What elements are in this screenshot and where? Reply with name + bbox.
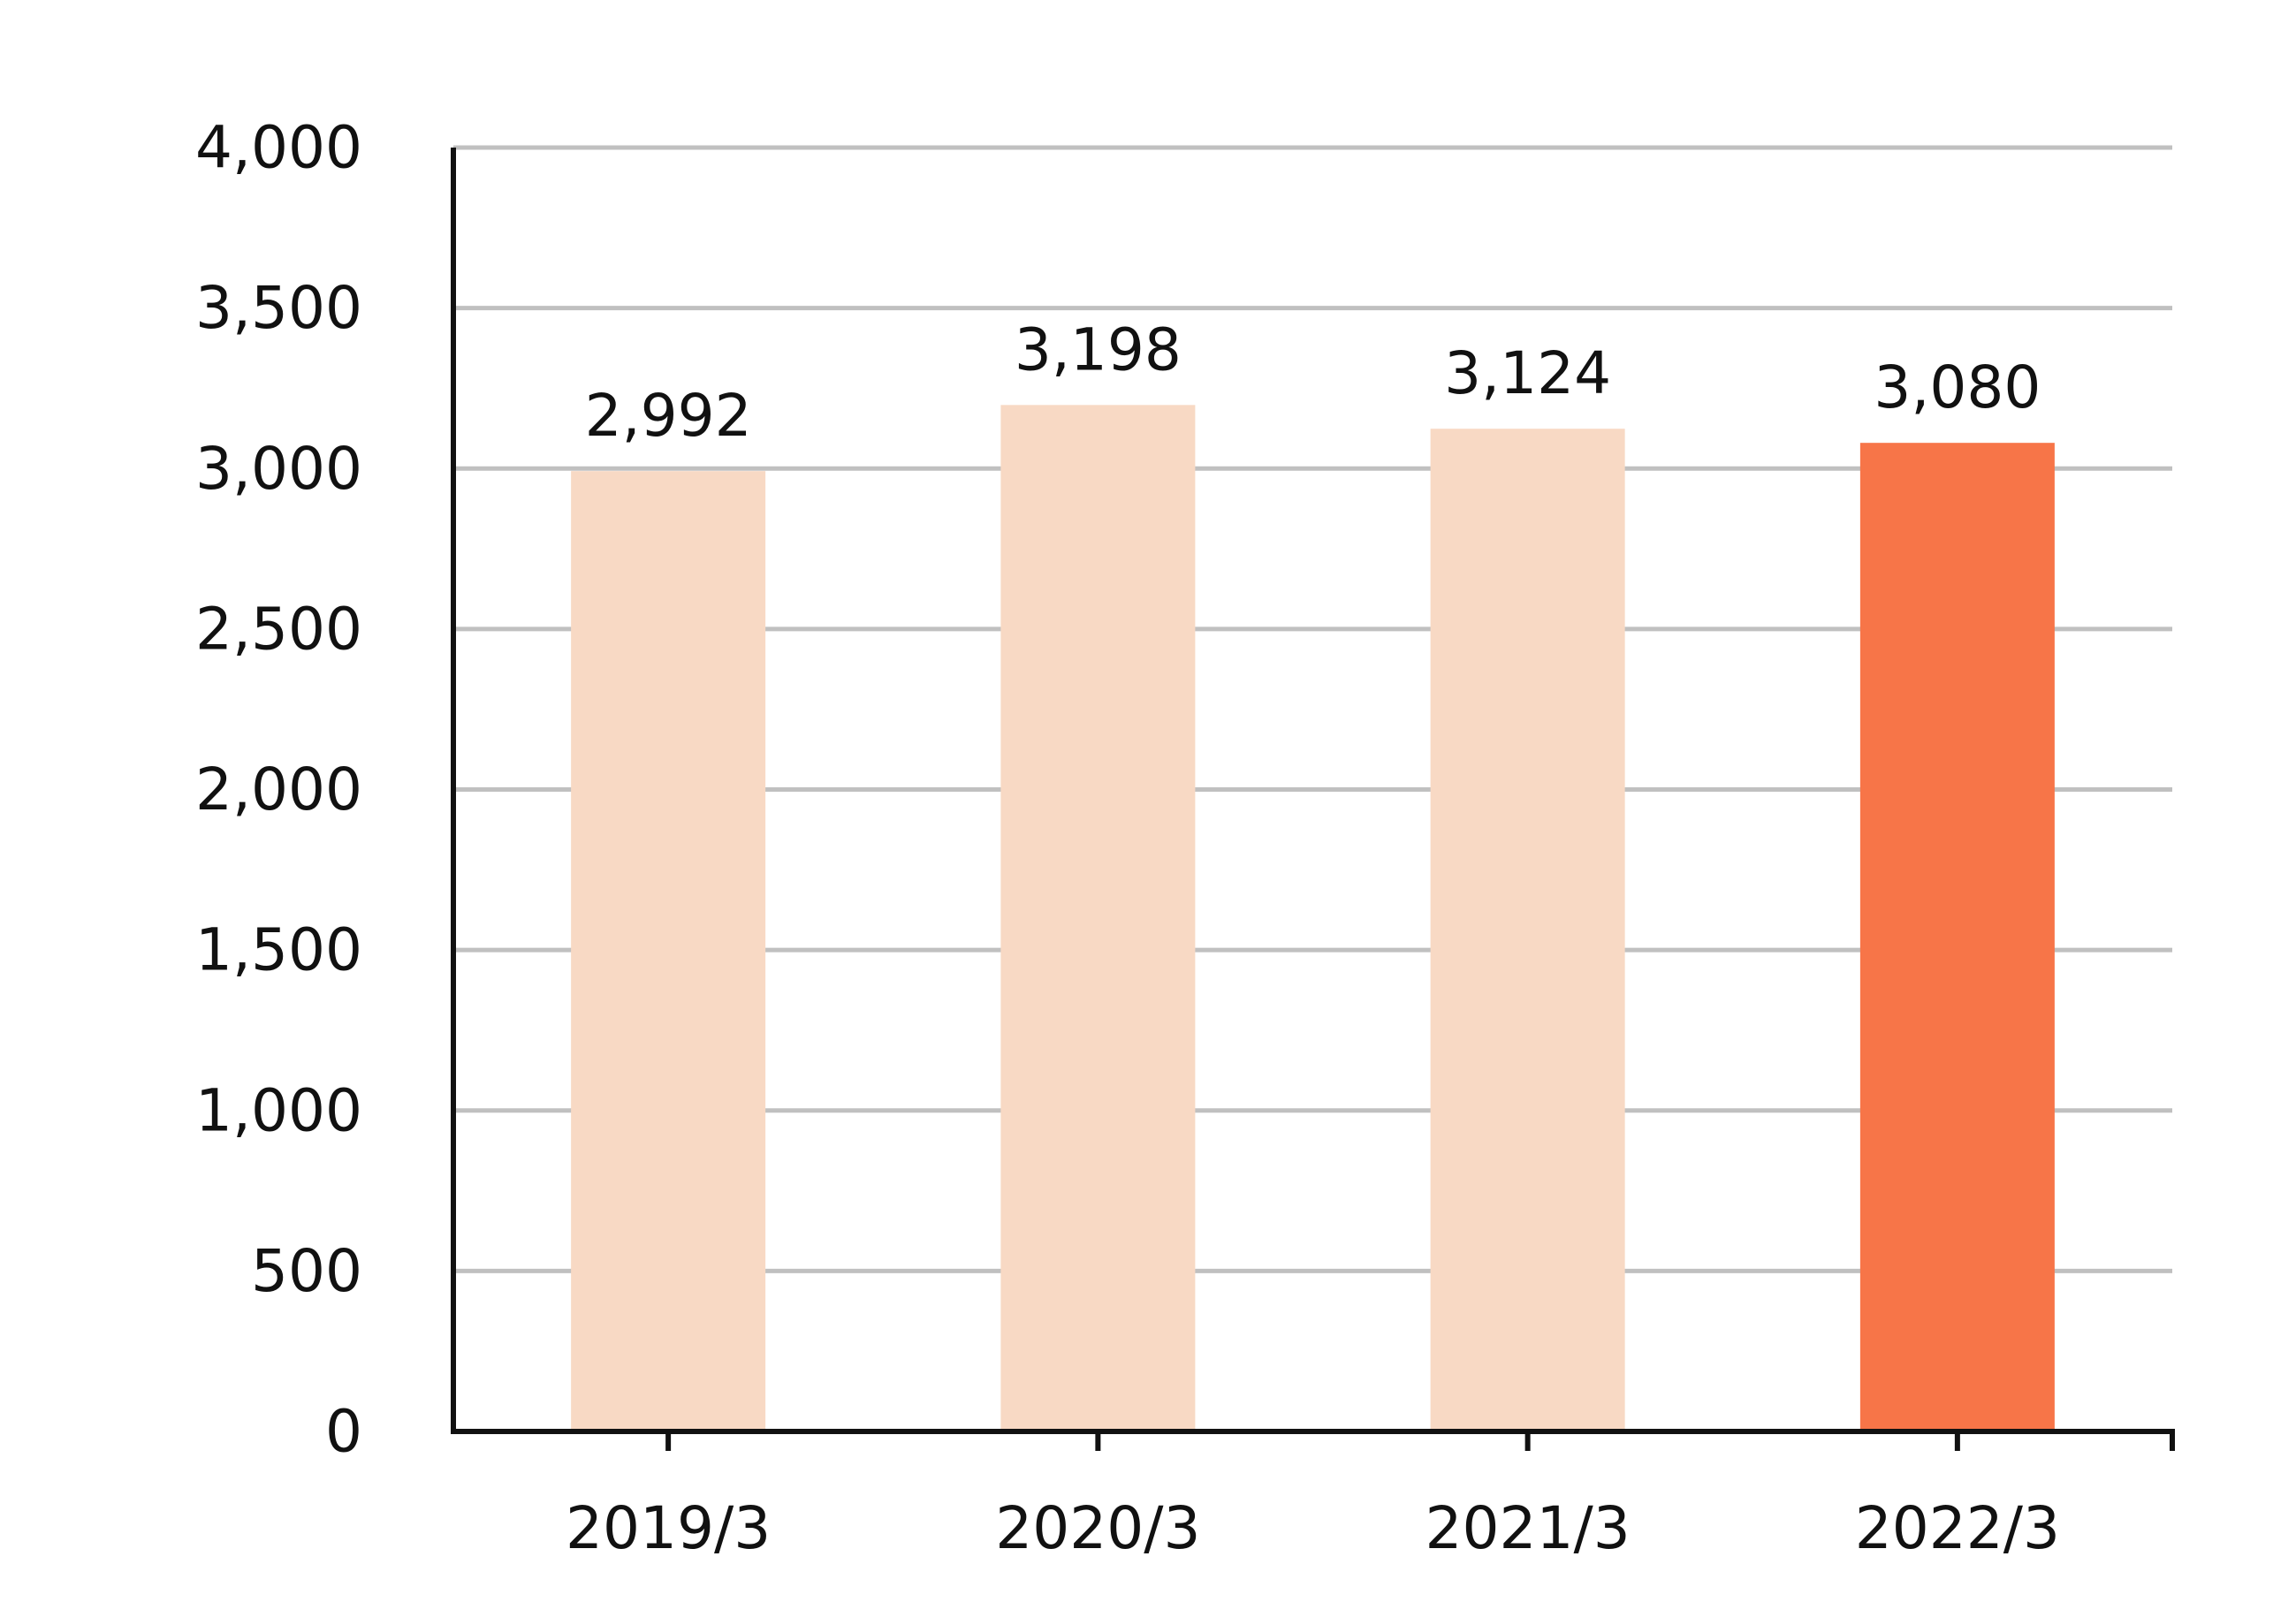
y-tick-label: 1,500 [195,916,362,984]
y-tick-label: 2,000 [195,755,362,824]
x-tick-label: 2022/3 [1855,1494,2060,1562]
bar [1430,429,1625,1431]
x-tick-label: 2021/3 [1425,1494,1631,1562]
bars [571,405,2055,1432]
data-label: 3,080 [1874,353,2041,421]
y-tick-label: 0 [325,1398,362,1466]
x-tick-label: 2019/3 [566,1494,771,1562]
data-label: 3,198 [1015,315,1182,383]
y-tick-label: 1,000 [195,1076,362,1144]
data-label: 2,992 [585,382,752,450]
data-label: 3,124 [1444,339,1611,407]
bar [1000,405,1196,1431]
x-tick-label: 2020/3 [995,1494,1200,1562]
bar [571,471,766,1431]
axes [451,148,2175,1451]
y-tick-label: 500 [251,1237,362,1305]
labels: 0 500 1,000 1,500 2,000 2,500 3,000 3,500 4,000 2… [195,114,2060,1563]
y-tick-label: 3,000 [195,435,362,503]
bar [1859,443,2055,1432]
y-tick-label: 2,500 [195,595,362,663]
y-tick-label: 4,000 [195,114,362,182]
y-tick-label: 3,500 [195,274,362,342]
